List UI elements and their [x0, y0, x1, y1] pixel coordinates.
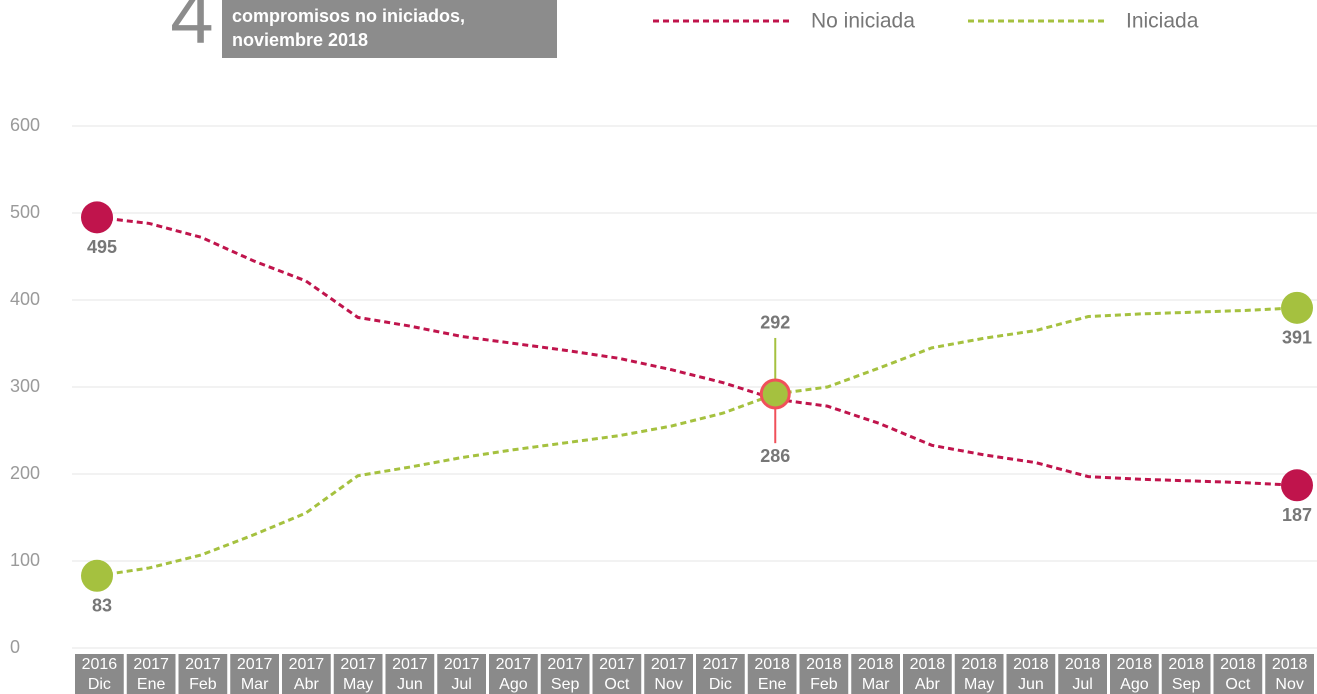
x-tick-year: 2018	[910, 656, 946, 673]
series-line	[96, 215, 1298, 487]
x-tick-box	[903, 654, 952, 694]
x-tick-month: Ago	[499, 676, 528, 693]
x-tick-box	[799, 654, 849, 694]
x-tick-year: 2018	[1220, 656, 1256, 673]
point	[1281, 291, 1313, 324]
x-tick-box	[592, 654, 642, 694]
x-tick-year: 2017	[289, 656, 325, 673]
x-tick-year: 2018	[754, 656, 790, 673]
x-tick-box	[230, 654, 279, 694]
x-tick-year: 2018	[961, 656, 997, 673]
x-tick-box	[1006, 654, 1056, 694]
x-tick-year: 2017	[444, 656, 480, 673]
x-tick-year: 2017	[185, 656, 221, 673]
x-tick-year: 2017	[496, 656, 532, 673]
x-tick-box	[437, 654, 486, 694]
x-tick-box	[385, 654, 435, 694]
data-label: 83	[92, 596, 112, 616]
x-tick-year: 2018	[806, 656, 842, 673]
x-tick-year: 2017	[599, 656, 635, 673]
x-tick-month: Jul	[1072, 676, 1092, 693]
x-tick-year: 2018	[1117, 656, 1153, 673]
x-tick-month: Dic	[709, 676, 732, 693]
x-tick-box	[75, 654, 124, 694]
x-tick-month: Dic	[88, 676, 111, 693]
x-tick-month: Feb	[810, 676, 838, 693]
x-tick-month: Abr	[915, 676, 941, 693]
y-tick-label: 600	[10, 115, 40, 135]
x-tick-box	[540, 654, 590, 694]
x-tick-month: Jul	[451, 676, 471, 693]
x-tick-box	[851, 654, 900, 694]
x-tick-year: 2017	[547, 656, 583, 673]
x-tick-box	[1265, 654, 1314, 694]
data-label: 495	[87, 237, 117, 257]
x-tick-month: Nov	[1275, 676, 1303, 693]
point	[759, 378, 791, 410]
x-tick-month: Oct	[1225, 676, 1250, 693]
x-tick-box	[1213, 654, 1263, 694]
x-tick-box	[489, 654, 538, 694]
x-tick-box	[282, 654, 331, 694]
x-tick-box	[954, 654, 1004, 694]
x-tick-month: Ene	[137, 676, 166, 693]
x-tick-month: Sep	[1172, 676, 1201, 693]
x-tick-month: Jun	[1018, 676, 1044, 693]
x-tick-month: Nov	[654, 676, 682, 693]
x-tick-box	[696, 654, 745, 694]
x-tick-year: 2017	[651, 656, 687, 673]
x-tick-box	[1161, 654, 1211, 694]
point	[81, 201, 113, 234]
x-tick-year: 2017	[392, 656, 428, 673]
x-tick-box	[333, 654, 383, 694]
y-tick-label: 200	[10, 463, 40, 483]
x-tick-year: 2016	[82, 656, 118, 673]
x-tick-month: Mar	[241, 676, 269, 693]
data-label: 292	[760, 313, 790, 333]
point	[1281, 469, 1313, 502]
point	[81, 559, 113, 592]
x-tick-box	[1110, 654, 1159, 694]
x-tick-year: 2017	[237, 656, 273, 673]
y-tick-label: 100	[10, 550, 40, 570]
x-tick-month: Oct	[604, 676, 629, 693]
x-tick-box	[1058, 654, 1107, 694]
data-label: 391	[1282, 328, 1312, 348]
x-tick-month: May	[343, 676, 373, 693]
y-tick-label: 500	[10, 202, 40, 222]
data-label: 286	[760, 446, 790, 466]
x-tick-month: Abr	[294, 676, 320, 693]
x-tick-year: 2018	[1065, 656, 1101, 673]
legend-label: No iniciada	[811, 10, 915, 33]
chart-title: noviembre 2018	[232, 30, 368, 50]
x-tick-month: Ene	[758, 676, 787, 693]
x-tick-month: Feb	[189, 676, 217, 693]
x-tick-box	[644, 654, 693, 694]
x-tick-year: 2018	[858, 656, 894, 673]
x-tick-month: Ago	[1120, 676, 1149, 693]
x-tick-box	[126, 654, 176, 694]
y-tick-label: 300	[10, 376, 40, 396]
x-tick-year: 2018	[1168, 656, 1204, 673]
x-tick-year: 2018	[1272, 656, 1308, 673]
data-label: 187	[1282, 505, 1312, 525]
x-tick-month: May	[964, 676, 994, 693]
y-tick-label: 0	[10, 637, 20, 657]
x-tick-year: 2017	[133, 656, 169, 673]
x-tick-box	[747, 654, 797, 694]
series-line	[96, 306, 1298, 578]
x-tick-year: 2017	[703, 656, 739, 673]
y-tick-label: 400	[10, 289, 40, 309]
x-tick-month: Sep	[551, 676, 580, 693]
title-number: 4	[170, 0, 213, 60]
chart-title: compromisos no iniciados,	[232, 6, 465, 26]
x-tick-month: Jun	[397, 676, 423, 693]
x-tick-month: Mar	[862, 676, 890, 693]
x-tick-year: 2018	[1013, 656, 1049, 673]
legend-label: Iniciada	[1126, 10, 1199, 33]
x-tick-year: 2017	[340, 656, 376, 673]
x-tick-box	[178, 654, 228, 694]
title-box	[222, 0, 557, 58]
